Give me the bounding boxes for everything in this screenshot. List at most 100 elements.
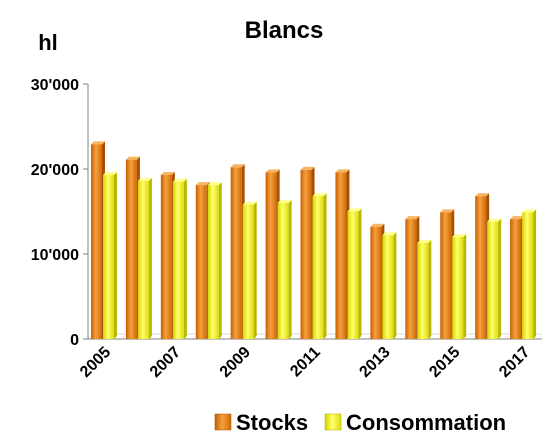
bar-top: [405, 216, 420, 220]
bar-face: [510, 219, 522, 339]
x-tick-label: 2013: [356, 344, 393, 381]
bar-face: [207, 185, 219, 339]
bar-consommation-2015: [452, 234, 467, 339]
bar-top: [137, 177, 152, 181]
bar-consommation-2009: [242, 201, 257, 339]
legend-item-stocks: Stocks: [214, 410, 308, 433]
bar-top: [125, 156, 140, 160]
bar-face: [417, 242, 429, 339]
bar-top: [160, 171, 175, 175]
bar-stocks-2008: [195, 182, 210, 339]
bar-top: [91, 141, 105, 145]
bar-face: [265, 172, 277, 339]
bar-stocks-2009: [230, 164, 245, 339]
bar-top: [440, 209, 455, 213]
bar-stocks-2017: [510, 216, 525, 339]
bar-top: [417, 239, 432, 243]
x-tick-label: 2011: [287, 344, 324, 381]
bar-stocks-2012: [335, 169, 350, 339]
bar-consommation-2011: [312, 193, 327, 339]
legend-label-stocks: Stocks: [236, 410, 308, 433]
y-tick-label: 30'000: [31, 77, 79, 94]
bar-face: [230, 167, 242, 339]
legend-label-consommation: Consommation: [346, 410, 506, 433]
y-tick-label: 0: [70, 332, 79, 349]
x-tick-label: 2017: [496, 344, 533, 381]
bar-stocks-2014: [405, 216, 420, 339]
bar-top: [103, 171, 117, 175]
bar-side: [148, 177, 152, 339]
legend-swatch-consommation: [324, 413, 342, 431]
bar-face: [312, 196, 324, 339]
y-axis-unit-label: hl: [38, 30, 58, 55]
bar-top: [347, 208, 362, 212]
bar-stocks-2007: [160, 171, 175, 339]
bar-side: [463, 234, 467, 339]
bar-face: [242, 204, 254, 339]
bar-consommation-2014: [417, 239, 432, 339]
bar-side: [323, 193, 327, 339]
bar-top: [312, 193, 327, 197]
bar-consommation-2010: [277, 200, 292, 339]
bar-face: [405, 219, 417, 339]
bar-side: [428, 239, 432, 339]
bar-face: [91, 144, 102, 339]
bar-top: [510, 216, 525, 220]
bar-top: [522, 209, 537, 213]
x-tick-label: 2009: [217, 344, 254, 381]
legend-swatch-stocks: [214, 413, 232, 431]
bar-consommation-2017: [522, 209, 537, 339]
y-axis-ticks: 0 10'000 20'000 30'000: [31, 77, 88, 349]
bar-face: [300, 169, 312, 339]
bar-stocks-2015: [440, 209, 455, 339]
bar-top: [452, 234, 467, 237]
bar-top: [195, 182, 210, 186]
bar-stocks-2005: [91, 141, 105, 339]
bar-side: [288, 200, 292, 339]
legend: Stocks Consommation: [214, 410, 506, 433]
bar-face: [522, 212, 534, 339]
bar-consommation-2016: [487, 218, 502, 339]
bar-stocks-2016: [475, 193, 490, 339]
bar-top: [370, 223, 385, 227]
bar-side: [114, 171, 117, 339]
bar-top: [277, 200, 292, 203]
bar-top: [335, 169, 350, 173]
bar-side: [253, 201, 257, 339]
bar-face: [335, 172, 347, 339]
x-tick-label: 2007: [147, 344, 184, 381]
bar-top: [242, 201, 257, 205]
bar-consommation-2013: [382, 232, 397, 339]
bar-top: [207, 182, 222, 186]
bars-group: [91, 141, 537, 339]
x-tick-label: 2005: [77, 344, 114, 381]
bar-face: [452, 237, 464, 339]
y-tick-label: 20'000: [31, 162, 79, 179]
bar-face: [475, 196, 487, 339]
bar-consommation-2006: [137, 177, 152, 339]
bar-top: [172, 178, 187, 182]
bar-face: [440, 212, 452, 339]
bar-side: [498, 218, 502, 339]
bar-face: [195, 185, 207, 339]
bar-side: [533, 209, 537, 339]
x-tick-label: 2015: [426, 344, 463, 381]
bar-top: [475, 193, 490, 197]
bar-top: [382, 232, 397, 236]
bar-face: [382, 235, 394, 339]
bar-face: [370, 226, 382, 339]
bar-top: [230, 164, 245, 168]
bar-face: [487, 221, 499, 339]
bar-face: [347, 211, 359, 339]
bar-stocks-2006: [125, 156, 140, 339]
y-tick-label: 10'000: [31, 247, 79, 264]
bar-top: [487, 218, 502, 222]
bar-face: [103, 174, 114, 339]
bar-side: [218, 182, 222, 339]
bar-stocks-2011: [300, 166, 315, 339]
bar-top: [265, 169, 280, 173]
bar-top: [300, 166, 315, 170]
bar-face: [172, 181, 184, 339]
bar-consommation-2005: [103, 171, 117, 339]
